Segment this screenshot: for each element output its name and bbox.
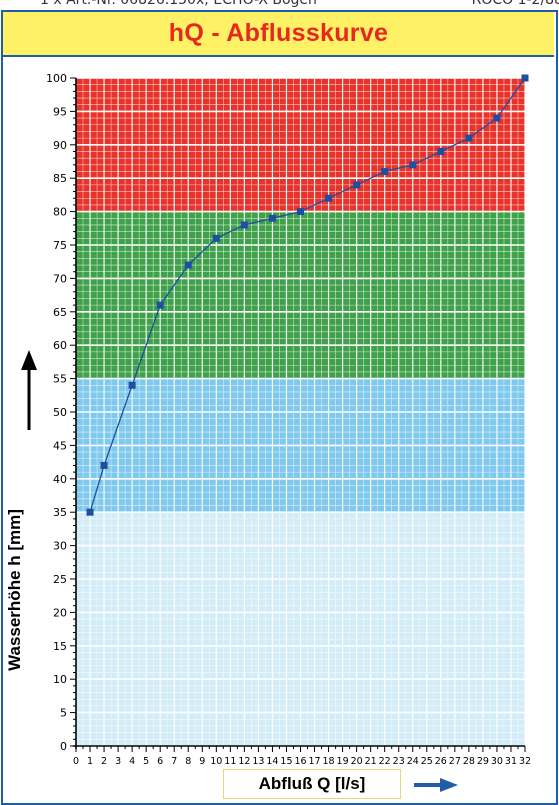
header-left-text: 1 x Art.-Nr. 06826.150x; ECHO-X Bogen <box>40 0 317 8</box>
y-tick-label: 80 <box>53 206 67 219</box>
cropped-header-text: 1 x Art.-Nr. 06826.150x; ECHO-X Bogen RO… <box>0 0 559 10</box>
x-tick-label: 2 <box>101 756 107 767</box>
data-point <box>381 168 389 176</box>
data-point <box>86 508 94 516</box>
x-tick-label: 13 <box>252 756 264 767</box>
x-tick-label: 22 <box>379 756 391 767</box>
y-tick-label: 40 <box>53 473 67 486</box>
x-tick-label: 8 <box>185 756 191 767</box>
x-tick-label: 30 <box>491 756 503 767</box>
y-tick-label: 5 <box>60 707 67 720</box>
y-tick-label: 30 <box>53 540 67 553</box>
x-tick-label: 28 <box>463 756 475 767</box>
y-tick-label: 45 <box>53 439 67 452</box>
y-tick-label: 10 <box>53 673 67 686</box>
y-tick-label: 20 <box>53 606 67 619</box>
data-point <box>212 234 220 242</box>
data-point <box>493 114 501 122</box>
x-tick-label: 16 <box>294 756 306 767</box>
y-tick-label: 55 <box>53 373 67 386</box>
data-point <box>184 261 192 269</box>
x-tick-label: 19 <box>337 756 349 767</box>
x-tick-label: 24 <box>407 756 419 767</box>
header-right-text: ROCO 1-2/88 <box>471 0 559 8</box>
x-tick-label: 7 <box>171 756 177 767</box>
y-tick-label: 25 <box>53 573 67 586</box>
y-tick-label: 75 <box>53 239 67 252</box>
y-tick-label: 65 <box>53 306 67 319</box>
title-bar: hQ - Abflusskurve <box>3 12 554 57</box>
y-tick-label: 15 <box>53 640 67 653</box>
y-tick-label: 85 <box>53 172 67 185</box>
x-tick-label: 10 <box>210 756 222 767</box>
y-tick-label: 95 <box>53 105 67 118</box>
x-axis-label: Abfluß Q [l/s] <box>258 774 366 793</box>
x-axis-arrow-head <box>440 778 458 792</box>
data-point <box>156 301 164 309</box>
data-point <box>268 214 276 222</box>
x-tick-label: 3 <box>115 756 121 767</box>
x-tick-label: 20 <box>351 756 363 767</box>
x-tick-label: 14 <box>266 756 278 767</box>
y-tick-label: 100 <box>46 72 67 85</box>
x-tick-label: 9 <box>199 756 205 767</box>
x-tick-label: 0 <box>73 756 79 767</box>
data-point <box>409 161 417 169</box>
data-point <box>297 208 304 216</box>
y-tick-label: 50 <box>53 406 67 419</box>
x-tick-label: 21 <box>365 756 377 767</box>
data-point <box>521 74 529 82</box>
x-tick-label: 29 <box>477 756 489 767</box>
data-point <box>240 221 248 229</box>
x-axis-label-box: Abfluß Q [l/s] <box>223 769 401 799</box>
y-tick-label: 70 <box>53 272 67 285</box>
x-tick-label: 31 <box>505 756 517 767</box>
y-axis-label: Wasserhöhe h [mm] <box>5 509 24 671</box>
x-tick-label: 11 <box>224 756 236 767</box>
x-tick-label: 6 <box>157 756 163 767</box>
data-point <box>128 381 136 389</box>
data-point <box>100 461 108 469</box>
y-tick-label: 35 <box>53 506 67 519</box>
y-axis-label-wrap: Wasserhöhe h [mm] <box>5 509 35 671</box>
y-tick-label: 0 <box>60 740 67 753</box>
data-point <box>325 194 333 202</box>
x-tick-label: 32 <box>519 756 531 767</box>
data-point <box>437 147 445 155</box>
y-tick-label: 90 <box>53 139 67 152</box>
data-point <box>353 181 361 189</box>
x-tick-label: 12 <box>238 756 250 767</box>
y-axis-arrow-head <box>21 350 37 370</box>
x-tick-label: 27 <box>449 756 461 767</box>
x-tick-label: 25 <box>421 756 433 767</box>
x-tick-label: 4 <box>129 756 135 767</box>
x-tick-label: 17 <box>308 756 320 767</box>
x-tick-label: 5 <box>143 756 149 767</box>
x-tick-label: 23 <box>393 756 405 767</box>
x-tick-label: 1 <box>87 756 93 767</box>
x-tick-label: 15 <box>280 756 292 767</box>
x-tick-label: 26 <box>435 756 447 767</box>
y-tick-label: 60 <box>53 339 67 352</box>
chart-title: hQ - Abflusskurve <box>168 19 389 47</box>
data-point <box>465 134 473 142</box>
x-tick-label: 18 <box>323 756 335 767</box>
